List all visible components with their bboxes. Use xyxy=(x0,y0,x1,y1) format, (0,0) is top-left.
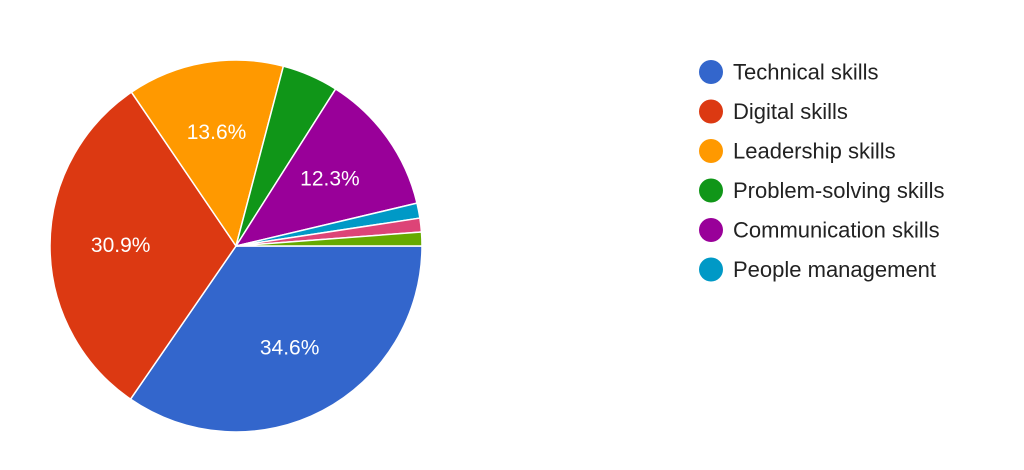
legend-item-technical-skills: Technical skills xyxy=(699,60,879,85)
pie-slice-other-7 xyxy=(235,231,423,247)
pie-slice-technical-skills xyxy=(129,245,423,433)
legend-item-leadership-skills: Leadership skills xyxy=(699,139,896,164)
slice-label-communication-skills: 12.3% xyxy=(300,168,360,191)
pie-slices xyxy=(49,59,423,433)
pie-slice-labels: 34.6% 30.9% 13.6% 12.3% xyxy=(91,121,360,360)
legend: Technical skills Digital skills Leadership… xyxy=(699,60,945,282)
pie-slice-communication-skills xyxy=(235,88,418,247)
legend-swatch xyxy=(699,178,723,203)
slice-label-digital-skills: 30.9% xyxy=(91,234,151,257)
legend-label: Technical skills xyxy=(733,60,879,85)
legend-label: Leadership skills xyxy=(733,139,896,164)
legend-label: Digital skills xyxy=(733,99,848,124)
legend-item-communication-skills: Communication skills xyxy=(699,218,940,243)
pie-slice-digital-skills xyxy=(49,91,237,400)
legend-label: Problem-solving skills xyxy=(733,178,945,203)
legend-item-problem-solving-skills: Problem-solving skills xyxy=(699,178,945,203)
legend-swatch xyxy=(699,218,723,242)
legend-swatch xyxy=(699,257,723,282)
legend-swatch xyxy=(699,139,723,163)
slice-label-leadership-skills: 13.6% xyxy=(187,121,247,144)
pie-slice-leadership-skills xyxy=(130,59,285,247)
legend-label: People management xyxy=(733,257,936,282)
slice-label-technical-skills: 34.6% xyxy=(260,337,320,360)
legend-swatch xyxy=(699,60,723,84)
legend-label: Communication skills xyxy=(733,218,940,243)
legend-item-people-management: People management xyxy=(699,257,936,282)
legend-swatch xyxy=(699,99,723,124)
legend-item-digital-skills: Digital skills xyxy=(699,99,848,124)
